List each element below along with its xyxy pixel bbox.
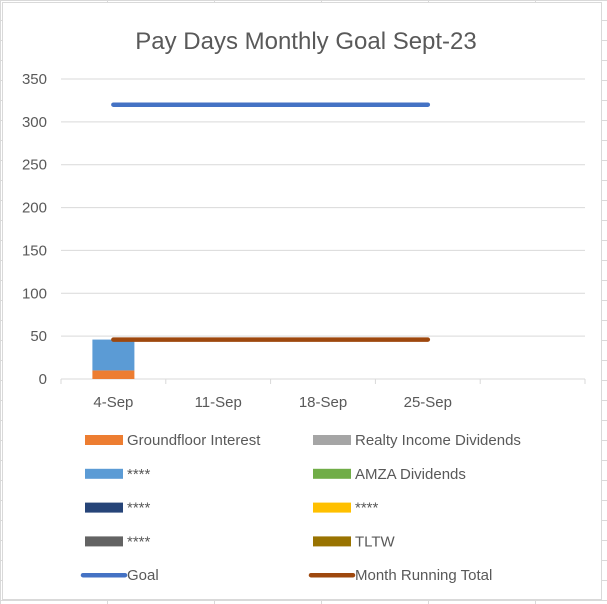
line-series: [111, 102, 431, 342]
y-tick-label: 0: [39, 371, 47, 388]
y-tick-label: 350: [22, 71, 47, 88]
legend-bar-swatch: [85, 435, 123, 445]
chart-svg: Pay Days Monthly Goal Sept-23 0 50 100 150 2…: [22, 28, 586, 584]
y-axis-tick-labels: 0 50 100 150 200 250 300 350: [22, 71, 47, 388]
gridlines: [60, 78, 586, 384]
legend-label: Realty Income Dividends: [355, 432, 521, 449]
chart-title: Pay Days Monthly Goal Sept-23: [135, 28, 477, 55]
y-tick-label: 250: [22, 157, 47, 174]
x-axis-tick-labels: 4-Sep 11-Sep 18-Sep 25-Sep: [93, 394, 452, 411]
legend-bar-swatch: [313, 435, 351, 445]
y-tick-label: 300: [22, 114, 47, 131]
legend-bar-swatch: [313, 536, 351, 547]
x-tick-label: 4-Sep: [93, 394, 133, 411]
legend-label: Goal: [127, 567, 159, 584]
stacked-bars: [92, 339, 135, 379]
legend-label: AMZA Dividends: [355, 466, 466, 483]
x-tick-label: 18-Sep: [299, 394, 347, 411]
legend-bar-swatch: [85, 468, 123, 479]
legend-label: Groundfloor Interest: [127, 432, 261, 449]
y-tick-label: 200: [22, 200, 47, 217]
legend-bar-swatch: [313, 502, 351, 513]
legend-label: ****: [355, 500, 379, 517]
bar-segment[interactable]: [92, 370, 135, 379]
legend-label: ****: [127, 466, 151, 483]
legend: Groundfloor Interest Realty Income Divide…: [80, 432, 521, 584]
legend-bar-swatch: [313, 468, 351, 479]
bar-segment[interactable]: [92, 339, 135, 371]
y-tick-label: 150: [22, 242, 47, 259]
y-tick-label: 100: [22, 285, 47, 302]
x-tick-label: 11-Sep: [195, 394, 242, 411]
chart-area[interactable]: Pay Days Monthly Goal Sept-23 0 50 100 150 2…: [2, 2, 602, 600]
legend-label: ****: [127, 533, 151, 550]
legend-bar-swatch: [85, 536, 123, 547]
y-tick-label: 50: [30, 328, 47, 345]
legend-label: ****: [127, 500, 151, 517]
legend-label: Month Running Total: [355, 567, 492, 584]
legend-bar-swatch: [85, 502, 123, 513]
legend-label: TLTW: [355, 533, 396, 550]
x-tick-label: 25-Sep: [404, 394, 452, 411]
